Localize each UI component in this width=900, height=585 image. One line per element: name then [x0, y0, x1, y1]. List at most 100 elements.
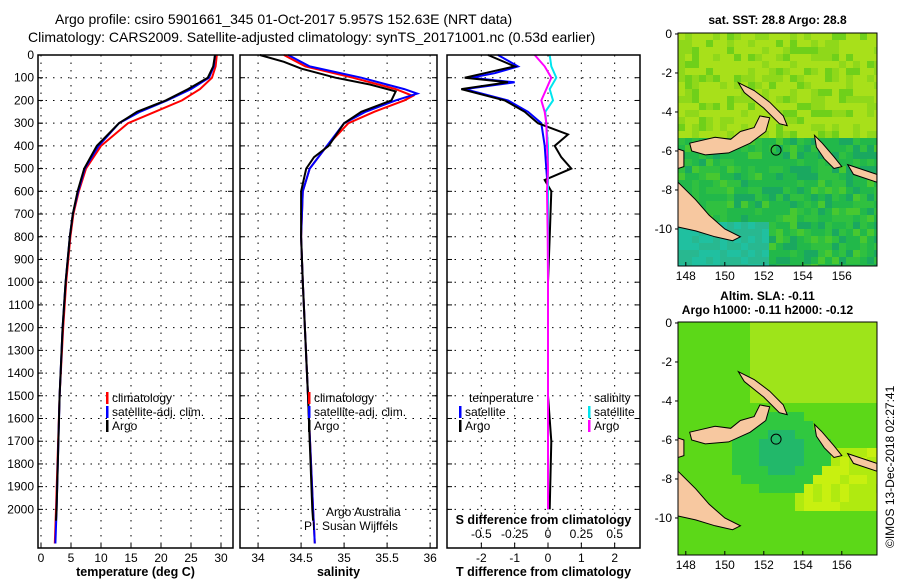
- map-cell: [853, 229, 860, 236]
- map-cell: [776, 187, 783, 194]
- map-cell: [714, 547, 723, 555]
- map-cell: [804, 201, 811, 208]
- map-cell: [755, 33, 762, 40]
- map-cell: [741, 194, 748, 201]
- map-cell: [755, 40, 762, 47]
- map-cell: [858, 520, 867, 529]
- series-s-argo: [533, 54, 553, 510]
- map-cell: [720, 215, 727, 222]
- map-cell: [839, 138, 846, 145]
- map-cell: [678, 180, 685, 187]
- map-cell: [818, 89, 825, 96]
- map-cell: [846, 166, 853, 173]
- map-cell: [832, 124, 839, 131]
- map-cell: [732, 511, 741, 520]
- map-cell: [706, 103, 713, 110]
- map-cell: [790, 82, 797, 89]
- map-cell: [790, 103, 797, 110]
- map-cell: [846, 110, 853, 117]
- map-cell: [685, 103, 692, 110]
- map-cell: [839, 124, 846, 131]
- map-cell: [741, 257, 748, 264]
- map-cell: [825, 257, 832, 264]
- map-cell: [678, 538, 687, 547]
- map-cell: [699, 159, 706, 166]
- map-cell: [867, 430, 876, 439]
- map-cell: [762, 61, 769, 68]
- map-cell: [804, 264, 811, 266]
- map-frame: [677, 321, 878, 556]
- map-cell: [786, 484, 795, 493]
- map-cell: [822, 367, 831, 376]
- map-cell: [822, 349, 831, 358]
- map-cell: [769, 180, 776, 187]
- map-cell: [776, 54, 783, 61]
- map-cell: [874, 117, 877, 124]
- map-cell: [734, 61, 741, 68]
- map-cell: [685, 243, 692, 250]
- map-cell: [748, 159, 755, 166]
- map-cell: [769, 166, 776, 173]
- map-cell: [696, 367, 705, 376]
- map-cell: [762, 131, 769, 138]
- map-cell: [849, 331, 858, 340]
- map-cell: [714, 394, 723, 403]
- map-cell: [713, 131, 720, 138]
- map-cell: [723, 484, 732, 493]
- legend-swatch: [106, 406, 109, 418]
- x-tick-label: 30: [214, 551, 228, 565]
- map-cell: [853, 61, 860, 68]
- map-cell: [692, 152, 699, 159]
- map-cell: [804, 466, 813, 475]
- s-axis-label: S difference from climatology: [456, 513, 632, 527]
- map-cell: [804, 138, 811, 145]
- map-cell: [832, 75, 839, 82]
- map-cell: [831, 466, 840, 475]
- map-cell: [797, 75, 804, 82]
- map-cell: [867, 421, 876, 430]
- map-cell: [831, 412, 840, 421]
- map-cell: [860, 82, 867, 89]
- map-cell: [685, 33, 692, 40]
- map-cell: [723, 376, 732, 385]
- map-cell: [776, 75, 783, 82]
- map-cell: [741, 75, 748, 82]
- map-cell: [714, 340, 723, 349]
- map-cell: [818, 243, 825, 250]
- map-cell: [741, 96, 748, 103]
- map-cell: [860, 68, 867, 75]
- map-cell: [769, 173, 776, 180]
- map-cell: [867, 229, 874, 236]
- map-cell: [706, 236, 713, 243]
- map-cell: [777, 529, 786, 538]
- map-cell: [748, 110, 755, 117]
- map-cell: [813, 358, 822, 367]
- map-cell: [678, 124, 685, 131]
- map-cell: [804, 110, 811, 117]
- map-cell: [750, 322, 759, 331]
- map-cell: [727, 89, 734, 96]
- map-cell: [804, 250, 811, 257]
- map-cell: [706, 152, 713, 159]
- map-cell: [696, 403, 705, 412]
- map-cell: [720, 40, 727, 47]
- lat-tick-label: -6: [661, 433, 672, 447]
- map-cell: [769, 33, 776, 40]
- map-cell: [797, 173, 804, 180]
- map-cell: [811, 201, 818, 208]
- s-tick-label: -0.25: [501, 527, 529, 541]
- map-cell: [849, 322, 858, 331]
- map-cell: [790, 180, 797, 187]
- y-tick-label: 1200: [7, 321, 34, 335]
- map-cell: [822, 457, 831, 466]
- map-cell: [734, 215, 741, 222]
- map-cell: [706, 96, 713, 103]
- map-cell: [696, 349, 705, 358]
- map-cell: [685, 110, 692, 117]
- map-cell: [685, 117, 692, 124]
- map-cell: [741, 538, 750, 547]
- map-cell: [748, 96, 755, 103]
- map-cell: [706, 124, 713, 131]
- map-cell: [734, 166, 741, 173]
